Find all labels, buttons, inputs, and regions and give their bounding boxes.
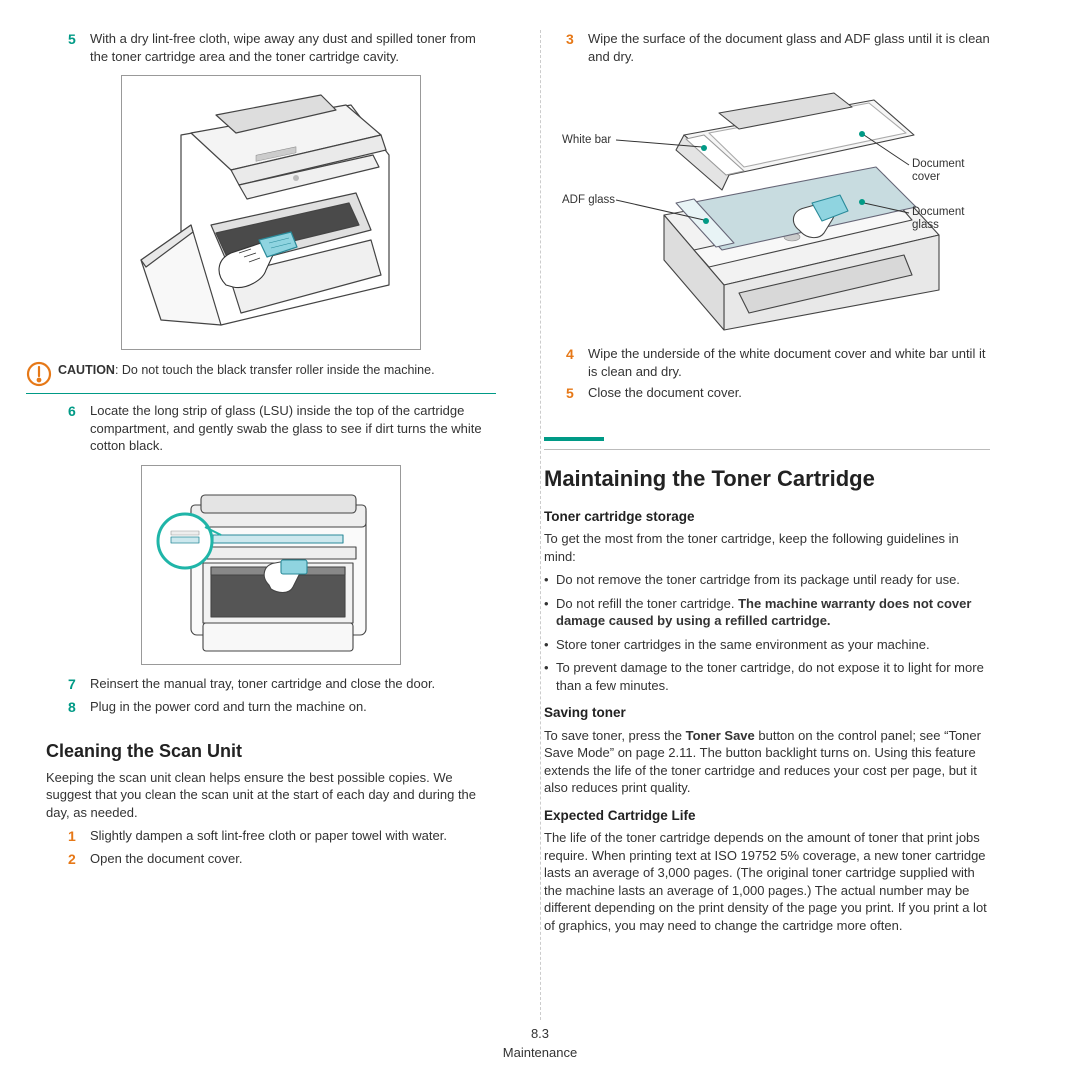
scan-step-2: 2 Open the document cover. — [46, 850, 496, 869]
caution-body: : Do not touch the black transfer roller… — [115, 363, 435, 377]
heading-maintaining-toner: Maintaining the Toner Cartridge — [544, 464, 990, 494]
list-item: Do not remove the toner cartridge from i… — [544, 571, 990, 589]
step-text: Open the document cover. — [90, 850, 496, 869]
step-number: 3 — [566, 30, 588, 65]
step-number: 6 — [68, 402, 90, 455]
step-text: Plug in the power cord and turn the mach… — [90, 698, 496, 717]
label-doc-glass: Documentglass — [912, 206, 965, 231]
step-text: Reinsert the manual tray, toner cartridg… — [90, 675, 496, 694]
step-text: Wipe the surface of the document glass a… — [588, 30, 990, 65]
step-number: 4 — [566, 345, 588, 380]
list-item: To prevent damage to the toner cartridge… — [544, 659, 990, 694]
step-number: 2 — [68, 850, 90, 869]
caution-label: CAUTION — [58, 363, 115, 377]
saving-b: Toner Save — [686, 728, 755, 743]
step-8: 8 Plug in the power cord and turn the ma… — [46, 698, 496, 717]
heading-life: Expected Cartridge Life — [544, 807, 990, 825]
caution-icon — [26, 361, 52, 387]
caution-text: CAUTION: Do not touch the black transfer… — [58, 362, 435, 379]
page-footer: 8.3 Maintenance — [0, 1025, 1080, 1062]
step-number: 1 — [68, 827, 90, 846]
step-number: 8 — [68, 698, 90, 717]
step-7: 7 Reinsert the manual tray, toner cartri… — [46, 675, 496, 694]
left-column: 5 With a dry lint-free cloth, wipe away … — [46, 30, 518, 940]
label-white-bar: White bar — [562, 134, 611, 146]
step-5: 5 With a dry lint-free cloth, wipe away … — [46, 30, 496, 65]
scan-step-1: 1 Slightly dampen a soft lint-free cloth… — [46, 827, 496, 846]
list-item: Store toner cartridges in the same envir… — [544, 636, 990, 654]
figure-scanner-open: White bar ADF glass Documentcover Docume… — [544, 75, 984, 335]
figure-lsu — [141, 465, 401, 665]
figure-printer-wipe — [121, 75, 421, 350]
step-4r: 4 Wipe the underside of the white docume… — [544, 345, 990, 380]
list-item: Do not refill the toner cartridge. The m… — [544, 595, 990, 630]
step-text: Close the document cover. — [588, 384, 990, 403]
saving-para: To save toner, press the Toner Save butt… — [544, 727, 990, 797]
saving-a: To save toner, press the — [544, 728, 686, 743]
label-doc-cover: Documentcover — [912, 158, 965, 183]
step-3r: 3 Wipe the surface of the document glass… — [544, 30, 990, 65]
column-divider — [540, 30, 541, 1020]
heading-storage: Toner cartridge storage — [544, 508, 990, 526]
heading-saving: Saving toner — [544, 704, 990, 722]
step-number: 5 — [566, 384, 588, 403]
right-column: 3 Wipe the surface of the document glass… — [518, 30, 990, 940]
step-text: Wipe the underside of the white document… — [588, 345, 990, 380]
step-text: Locate the long strip of glass (LSU) ins… — [90, 402, 496, 455]
step-6: 6 Locate the long strip of glass (LSU) i… — [46, 402, 496, 455]
section-accent-rule — [544, 437, 604, 441]
step-text: With a dry lint-free cloth, wipe away an… — [90, 30, 496, 65]
heading-scan-unit: Cleaning the Scan Unit — [46, 739, 496, 763]
storage-list: Do not remove the toner cartridge from i… — [544, 571, 990, 694]
life-para: The life of the toner cartridge depends … — [544, 829, 990, 934]
step-number: 5 — [68, 30, 90, 65]
section-thin-rule — [544, 449, 990, 450]
page-number: 8.3 — [0, 1025, 1080, 1043]
label-adf-glass: ADF glass — [562, 194, 615, 206]
storage-para: To get the most from the toner cartridge… — [544, 530, 990, 565]
scan-para: Keeping the scan unit clean helps ensure… — [46, 769, 496, 822]
step-number: 7 — [68, 675, 90, 694]
section-name: Maintenance — [0, 1044, 1080, 1062]
step-text: Slightly dampen a soft lint-free cloth o… — [90, 827, 496, 846]
step-5r: 5 Close the document cover. — [544, 384, 990, 403]
b2a: Do not refill the toner cartridge. — [556, 596, 738, 611]
caution-box: CAUTION: Do not touch the black transfer… — [26, 360, 496, 394]
